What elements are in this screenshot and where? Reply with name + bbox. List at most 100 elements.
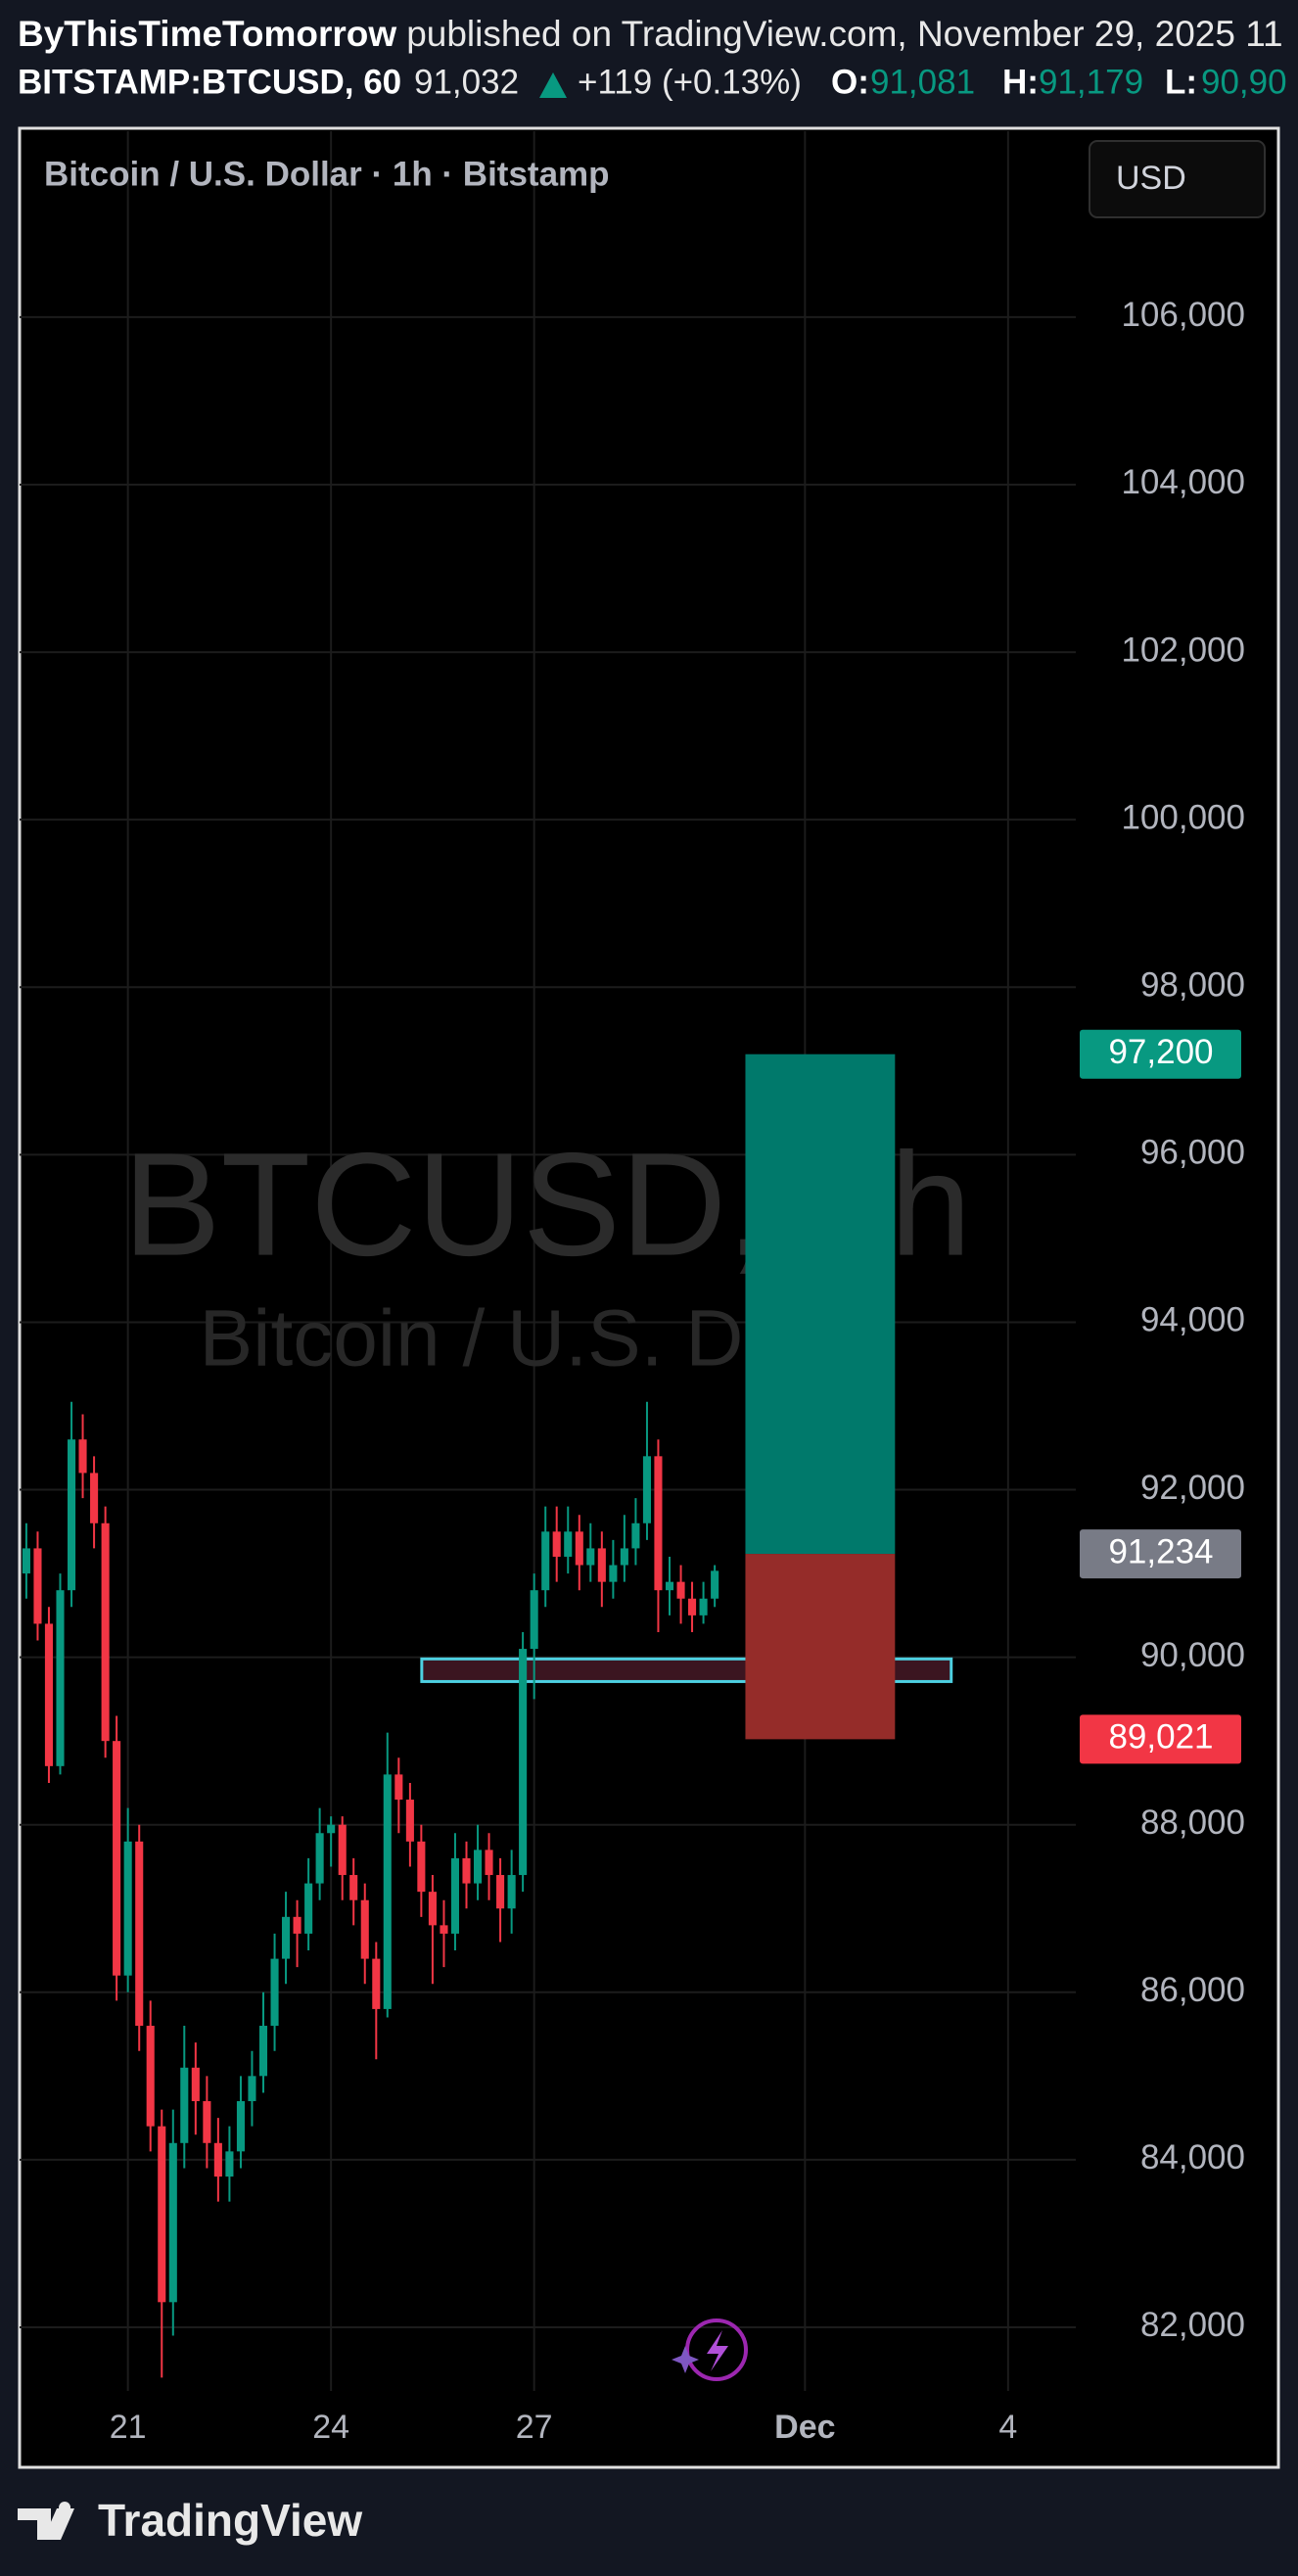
published: published on TradingView.com, November 2… [406,14,1282,54]
candle-body [485,1850,493,1876]
candle-body [213,2142,222,2178]
candle-body [597,1548,606,1582]
change: +119 (+0.13%) [578,63,802,101]
candle-body [258,2026,268,2077]
candle-body [450,1857,459,1934]
currency-button[interactable] [1089,140,1266,218]
candle-body [428,1892,437,1926]
y-tick-label: 92,000 [1140,1469,1245,1507]
bolt-icon [707,2330,728,2371]
x-tick-label: 27 [516,2409,553,2446]
y-tick-label: 102,000 [1121,631,1245,669]
price-label: 89,021 [1108,1718,1213,1756]
y-tick-label: 82,000 [1140,2306,1245,2344]
y-tick-label: 86,000 [1140,1971,1245,2009]
y-tick-label: 100,000 [1121,798,1245,836]
x-tick-label: Dec [774,2409,835,2446]
candle-body [225,2151,234,2178]
candle-body [496,1875,505,1909]
candle-body [56,1590,65,1766]
target-zone [745,1054,896,1555]
y-tick-label: 98,000 [1140,966,1245,1005]
author: ByThisTimeTomorrow [18,14,396,54]
y-tick-label: 104,000 [1121,463,1245,501]
y-tick-label: 90,000 [1140,1636,1245,1674]
candle-body [68,1439,76,1591]
candle-body [417,1841,426,1893]
candle-body [541,1531,550,1591]
candle-body [101,1522,110,1742]
stop-zone [745,1554,896,1740]
candle-body [631,1522,640,1549]
ohlc-label: L: [1165,63,1197,101]
candle-body [575,1531,583,1566]
symbol: BITSTAMP:BTCUSD, 60 [18,63,401,101]
candle-body [180,2067,189,2143]
y-tick-label: 94,000 [1140,1301,1245,1339]
brand-logo [18,2502,74,2540]
header-line-1: ByThisTimeTomorrow published on TradingVi… [18,14,1283,54]
candle-body [474,1850,483,1884]
candle-body [135,1841,144,2027]
x-tick-label: 4 [998,2409,1017,2446]
ohlc-value: 91,179 [1039,63,1143,101]
candle-body [654,1456,663,1591]
price-label: 91,234 [1108,1532,1213,1570]
candle-body [315,1833,324,1884]
candle-body [90,1473,99,1523]
ohlc-label: O: [831,63,869,101]
candle-body [349,1875,358,1900]
candle-body [564,1531,573,1557]
candle-body [665,1581,674,1591]
candle-body [530,1590,538,1650]
candle-body [394,1774,403,1801]
y-tick-label: 106,000 [1121,296,1245,334]
brand: TradingView [98,2495,362,2546]
ohlc: O: 91,081 H: 91,179 L: 90,90 [831,63,1287,101]
candle-body [383,1774,392,2009]
candle-body [609,1565,618,1582]
up-arrow [539,72,567,98]
currency-label[interactable]: USD [1116,160,1186,197]
candle-body [711,1570,719,1599]
y-tick-label: 84,000 [1140,2138,1245,2177]
candle-body [113,1741,121,1976]
price-label-bg [1080,1529,1241,1579]
candle-body [327,1824,336,1834]
candle-body [168,2142,177,2303]
axes: 82,000 84,000 86,000 88,000 90,000 92,000 94,0… [110,296,1245,2446]
candle-body [44,1623,53,1766]
ohlc-label: H: [1002,63,1039,101]
candle-body [586,1548,595,1566]
candle-body [338,1824,347,1876]
candle-body [191,2067,200,2102]
candle-body [270,1958,279,2027]
price-label: 97,200 [1108,1033,1213,1071]
y-tick-label: 96,000 [1140,1134,1245,1172]
candle-body [22,1548,30,1574]
candle-body [203,2101,211,2143]
y-tick-label: 88,000 [1140,1803,1245,1842]
chart-frame [18,126,1280,2469]
candle-body [360,1899,369,1959]
candle-body [676,1581,685,1599]
x-tick-label: 21 [110,2409,147,2446]
candle-body [507,1875,516,1909]
candle-body [405,1800,414,1842]
candle-body [372,1958,381,2009]
x-tick-label: 24 [312,2409,349,2446]
candle-body [462,1857,471,1884]
candle-body [123,1841,132,1976]
candle-body [33,1548,42,1624]
chart-title: Bitcoin / U.S. Dollar · 1h · Bitstamp [44,155,610,193]
candle-body [687,1598,697,1616]
assistant-icon[interactable] [685,2318,748,2381]
candle-body [146,2026,155,2127]
candle-body [620,1548,628,1566]
candle-body [552,1531,561,1557]
candle-body [281,1916,291,1959]
candle-body [158,2126,166,2303]
candle-body [304,1883,313,1934]
